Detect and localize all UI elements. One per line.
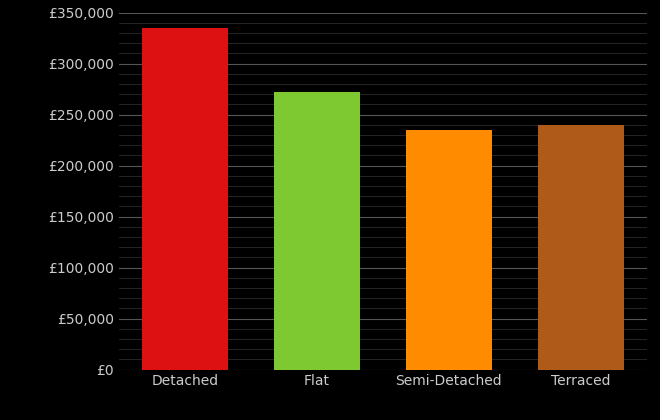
Bar: [142, 28, 228, 370]
Bar: [406, 130, 492, 370]
Bar: [274, 92, 360, 370]
Bar: [538, 125, 624, 370]
